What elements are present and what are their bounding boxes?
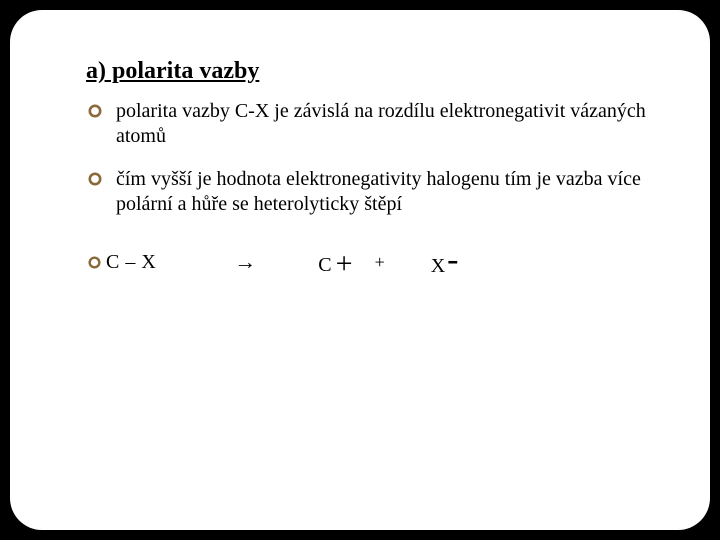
bullet-icon	[88, 167, 116, 186]
equation-body: C – X → C + + X -	[106, 245, 459, 279]
equation-c-plus: C +	[318, 247, 352, 277]
equation: C – X → C + + X -	[88, 245, 650, 279]
equation-plus-op: +	[375, 252, 385, 273]
section-heading: a) polarita vazby	[86, 58, 650, 85]
arrow-icon: →	[234, 249, 256, 275]
equation-c: C	[318, 254, 331, 277]
equation-x: X	[431, 255, 445, 278]
slide: a) polarita vazby polarita vazby C-X je …	[10, 10, 710, 530]
bullet-text: polarita vazby C-X je závislá na rozdílu…	[116, 99, 650, 149]
equation-sup-minus: -	[447, 243, 458, 277]
list-item: polarita vazby C-X je závislá na rozdílu…	[88, 99, 650, 149]
bullet-list: polarita vazby C-X je závislá na rozdílu…	[88, 99, 650, 217]
list-item: čím vyšší je hodnota elektronegativity h…	[88, 167, 650, 217]
equation-sup-plus: +	[336, 249, 353, 279]
bullet-text: čím vyšší je hodnota elektronegativity h…	[116, 167, 650, 217]
equation-left: C – X	[106, 251, 156, 274]
bullet-icon	[88, 256, 106, 269]
equation-x-minus: X -	[431, 245, 459, 279]
bullet-icon	[88, 99, 116, 118]
